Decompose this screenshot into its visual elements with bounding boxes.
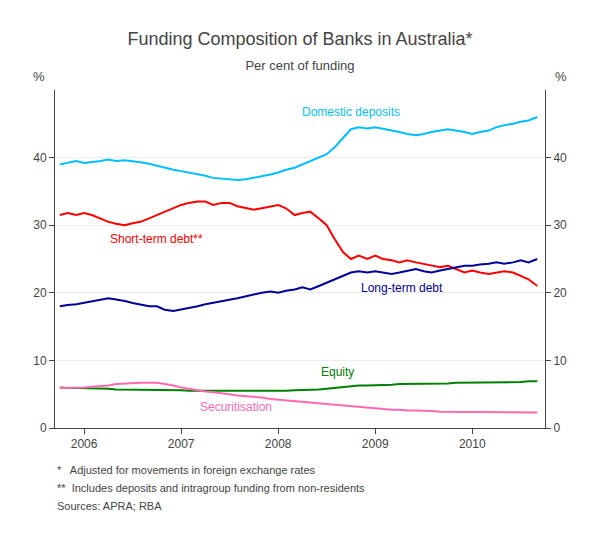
svg-text:Long-term debt: Long-term debt [361,281,443,295]
svg-text:20: 20 [33,286,47,300]
svg-text:Funding Composition of Banks i: Funding Composition of Banks in Australi… [127,29,472,49]
svg-text:2007: 2007 [168,437,195,451]
svg-text:10: 10 [553,354,567,368]
svg-text:Per cent of funding: Per cent of funding [245,58,354,73]
svg-text:40: 40 [33,151,47,165]
svg-text:%: % [33,69,45,84]
svg-text:%: % [555,69,567,84]
svg-text:30: 30 [553,218,567,232]
svg-text:10: 10 [33,354,47,368]
svg-text:0: 0 [553,421,560,435]
svg-text:30: 30 [33,218,47,232]
svg-text:2010: 2010 [459,437,486,451]
svg-text:Domestic deposits: Domestic deposits [302,105,400,119]
svg-text:20: 20 [553,286,567,300]
svg-text:** Includes deposits and intr: ** Includes deposits and intragroup fund… [57,482,365,494]
svg-text:40: 40 [553,151,567,165]
svg-text:Sources: APRA; RBA: Sources: APRA; RBA [57,500,162,512]
svg-text:2006: 2006 [71,437,98,451]
svg-text:0: 0 [40,421,47,435]
svg-text:Securitisation: Securitisation [200,400,272,414]
svg-text:Equity: Equity [321,365,354,379]
svg-text:* Adjusted for movements in: * Adjusted for movements in foreign exch… [57,464,316,476]
svg-text:2008: 2008 [265,437,292,451]
svg-text:2009: 2009 [362,437,389,451]
svg-text:Short-term debt**: Short-term debt** [110,232,203,246]
